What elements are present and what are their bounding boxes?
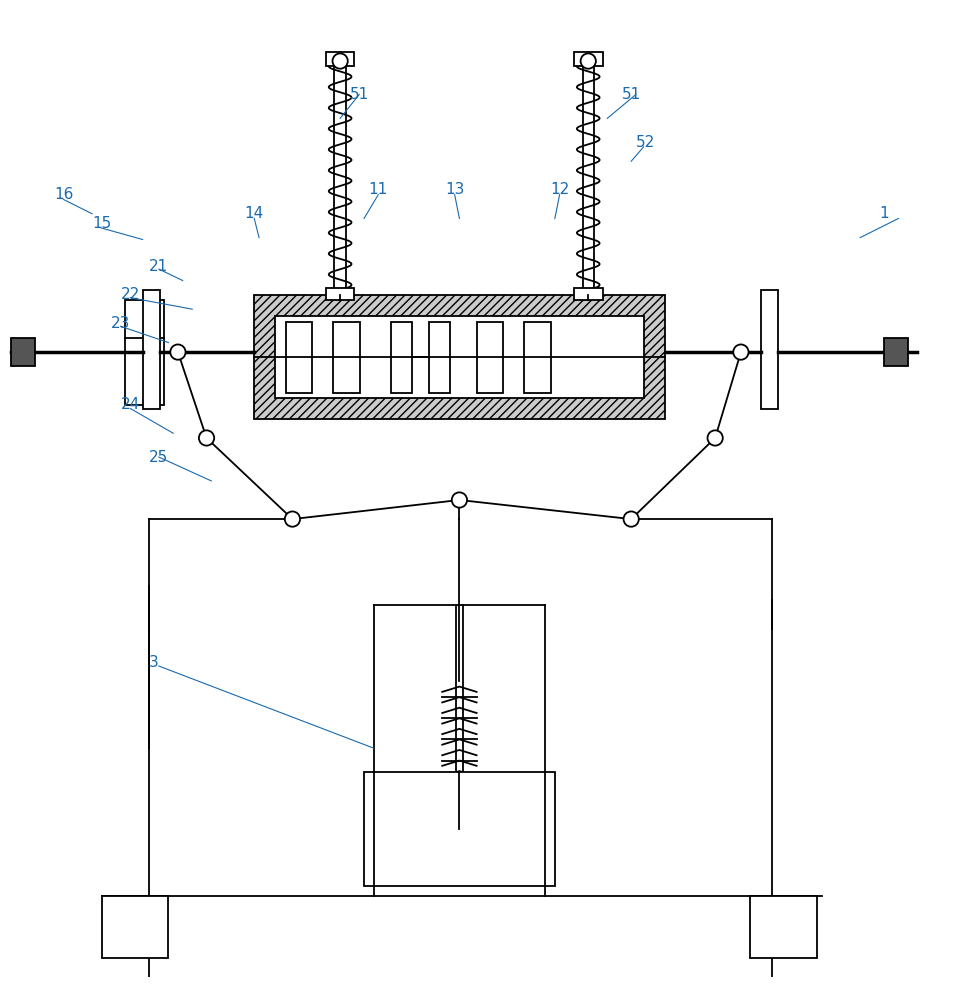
Bar: [574, 288, 603, 300]
Circle shape: [624, 511, 639, 527]
Bar: [325, 288, 354, 300]
Text: 23: 23: [111, 316, 130, 331]
Bar: [750, 896, 817, 958]
Bar: [255, 295, 664, 419]
Text: 1: 1: [879, 206, 889, 221]
Bar: [125, 300, 164, 405]
Circle shape: [170, 344, 186, 360]
Circle shape: [199, 430, 214, 446]
Circle shape: [733, 344, 748, 360]
Bar: [143, 290, 160, 409]
Bar: [101, 896, 168, 958]
Bar: [524, 322, 551, 393]
Bar: [761, 290, 778, 409]
Bar: [276, 316, 643, 398]
Circle shape: [285, 511, 300, 527]
Text: 21: 21: [149, 259, 168, 274]
Text: 14: 14: [245, 206, 264, 221]
Bar: [884, 338, 908, 366]
Text: 11: 11: [368, 182, 388, 197]
Bar: [390, 322, 412, 393]
Text: 3: 3: [149, 655, 159, 670]
Bar: [574, 52, 603, 66]
Circle shape: [452, 492, 467, 508]
Bar: [11, 338, 34, 366]
Bar: [286, 322, 313, 393]
Text: 22: 22: [121, 287, 140, 302]
Text: 51: 51: [349, 87, 369, 102]
Circle shape: [581, 53, 596, 69]
Bar: [429, 322, 450, 393]
Circle shape: [332, 53, 347, 69]
Circle shape: [707, 430, 723, 446]
Text: 51: 51: [622, 87, 641, 102]
Text: 16: 16: [54, 187, 74, 202]
Text: 13: 13: [445, 182, 464, 197]
Text: 25: 25: [149, 450, 168, 465]
Text: 15: 15: [92, 216, 111, 231]
Text: 24: 24: [121, 397, 140, 412]
Text: 12: 12: [550, 182, 569, 197]
Bar: [364, 772, 555, 886]
Bar: [333, 322, 360, 393]
Text: 52: 52: [636, 135, 656, 150]
Bar: [477, 322, 503, 393]
Bar: [325, 52, 354, 66]
